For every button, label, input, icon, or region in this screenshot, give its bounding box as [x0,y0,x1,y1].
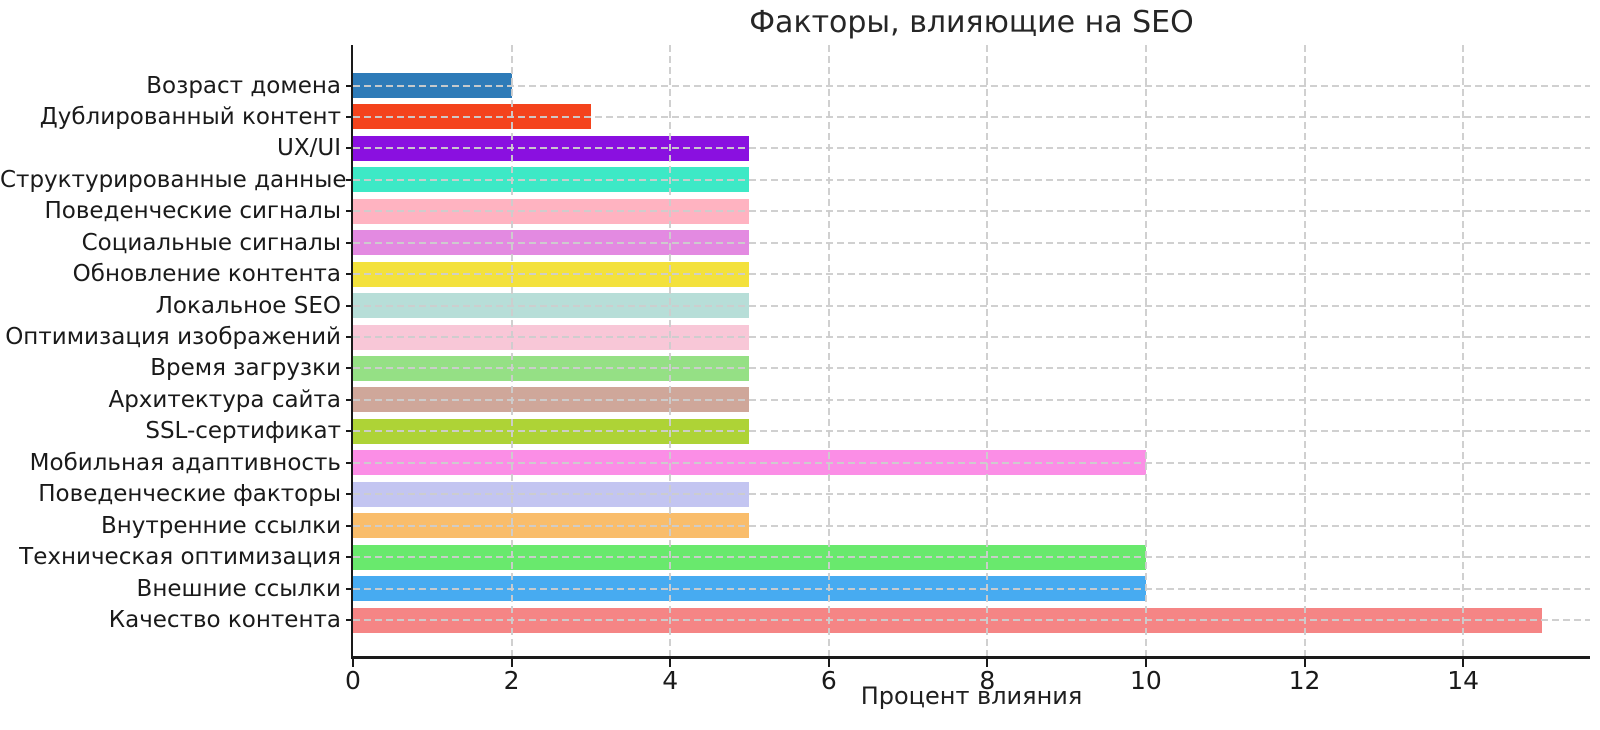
chart-title: Факторы, влияющие на SEO [749,5,1194,40]
y-tick-mark [346,304,353,307]
y-gridline [353,556,1590,559]
x-tick-mark [1462,659,1465,667]
x-tick-mark [510,659,513,667]
y-tick-mark [346,178,353,181]
y-gridline [353,367,1590,370]
y-gridline [353,178,1590,181]
y-gridline [353,273,1590,276]
x-tick-mark [1303,659,1306,667]
y-tick-mark [346,210,353,213]
x-axis-label: Процент влияния [860,682,1083,710]
y-tick-label: Внешние ссылки [136,575,341,602]
y-tick-label: SSL-сертификат [145,418,341,445]
y-gridline [353,619,1590,621]
y-tick-label: Структурированные данные [0,166,347,193]
y-tick-label: Возраст домена [146,72,341,99]
x-tick-mark [827,659,830,667]
y-gridline [353,304,1590,307]
y-tick-label: Внутренние ссылки [100,512,341,539]
y-tick-mark [346,619,353,621]
y-tick-mark [346,367,353,370]
x-tick-label: 10 [1130,666,1162,695]
y-tick-mark [346,115,353,118]
y-gridline [353,147,1590,150]
x-tick-label: 4 [662,666,679,695]
y-gridline [353,461,1590,464]
y-tick-label: Локальное SEO [155,292,341,319]
y-tick-mark [346,273,353,276]
y-tick-label: UX/UI [277,135,341,162]
y-axis-spine [351,45,353,658]
y-tick-label: Качество контента [108,607,341,633]
y-tick-mark [346,336,353,339]
x-tick-label: 12 [1288,666,1321,695]
y-tick-label: Архитектура сайта [108,386,341,413]
y-gridline [353,430,1590,433]
x-tick-mark [986,659,989,667]
x-tick-mark [1144,659,1147,667]
y-tick-mark [346,398,353,401]
x-gridline [669,45,672,657]
y-tick-label: Обновление контента [72,261,341,288]
y-tick-mark [346,461,353,464]
x-gridline [510,45,513,657]
y-gridline [353,398,1590,401]
x-gridline [1303,45,1306,657]
x-tick-label: 8 [979,666,996,695]
y-tick-label: Оптимизация изображений [5,324,341,351]
y-gridline [353,241,1590,244]
x-tick-label: 0 [345,666,361,695]
y-gridline [353,493,1590,496]
y-tick-label: Мобильная адаптивность [29,449,341,476]
y-tick-label: Дублированный контент [39,103,341,130]
x-tick-label: 2 [503,666,520,695]
y-tick-label: Время загрузки [150,355,341,382]
y-tick-label: Социальные сигналы [81,229,341,256]
y-gridline [353,210,1590,213]
y-tick-mark [346,493,353,496]
y-tick-mark [346,556,353,559]
x-tick-mark [669,659,672,667]
y-tick-mark [346,147,353,150]
y-tick-mark [346,84,353,87]
y-tick-mark [346,587,353,590]
x-gridline [1462,45,1465,657]
x-tick-label: 14 [1447,666,1480,695]
y-gridline [353,115,1590,118]
y-tick-label: Техническая оптимизация [19,544,341,571]
y-gridline [353,524,1590,527]
x-tick-mark [352,659,354,667]
y-gridline [353,84,1590,87]
x-tick-label: 6 [820,666,837,695]
y-tick-mark [346,524,353,527]
y-gridline [353,587,1590,590]
y-tick-mark [346,430,353,433]
x-gridline [986,45,989,657]
y-tick-label: Поведенческие сигналы [44,198,341,225]
y-gridline [353,336,1590,339]
x-axis-spine [351,656,1590,659]
x-gridline [1144,45,1147,657]
y-tick-mark [346,241,353,244]
x-gridline [827,45,830,657]
y-tick-label: Поведенческие факторы [38,481,341,508]
